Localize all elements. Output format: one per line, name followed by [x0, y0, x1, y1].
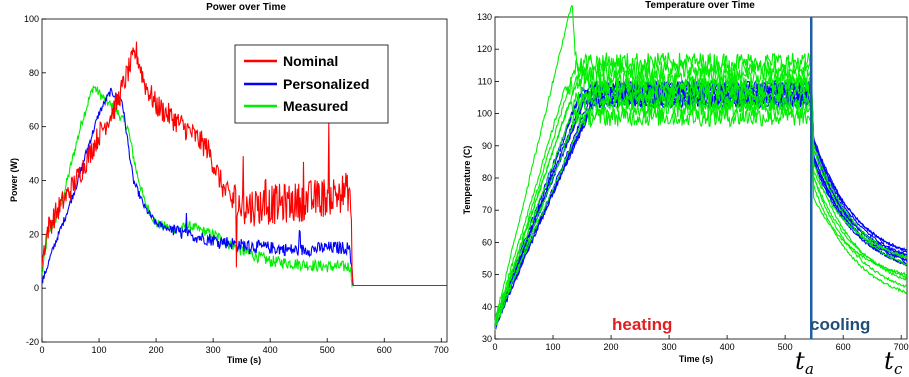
power-y-tick-label: -20	[26, 337, 39, 347]
power-y-tick-label: 40	[29, 176, 39, 186]
power-x-tick-label: 200	[149, 345, 164, 355]
power-x-tick-label: 500	[320, 345, 335, 355]
power-y-tick-label: 60	[29, 122, 39, 132]
temperature-y-tick-label: 110	[478, 76, 492, 86]
temperature-series-line	[494, 74, 907, 323]
tc-subscript: c	[894, 360, 903, 377]
cooling-annotation: cooling	[810, 315, 870, 334]
temperature-y-tick-label: 120	[477, 44, 492, 54]
power-x-tick-label: 0	[39, 345, 44, 355]
power-x-tick-label: 400	[263, 345, 278, 355]
temperature-y-ticks: 30 40 50 60 70 80 90 100 110 120 130	[477, 12, 499, 344]
temperature-x-tick-label: 100	[546, 342, 561, 352]
temperature-series-line	[494, 59, 908, 327]
temperature-chart-title: Temperature over Time	[645, 0, 755, 11]
temperature-y-tick-label: 30	[482, 334, 492, 344]
temperature-chart: Temperature over Time 30 40 50 60 70 80 90 100 1…	[462, 0, 909, 377]
ta-subscript: a	[805, 360, 814, 377]
temperature-y-tick-label: 60	[482, 237, 492, 247]
power-y-tick-label: 80	[29, 68, 39, 78]
temperature-x-tick-label: 700	[894, 342, 909, 352]
temperature-series-line	[494, 5, 908, 323]
power-legend: Nominal Personalized Measured	[234, 44, 389, 124]
temperature-y-tick-label: 100	[477, 109, 492, 119]
power-chart-title: Power over Time	[206, 2, 286, 13]
power-x-ticks: 0 100 200 300 400 500 600 700	[39, 338, 449, 355]
power-series-lines	[41, 41, 447, 288]
tc-symbol: t	[884, 347, 894, 375]
power-series-nominal	[41, 41, 447, 287]
legend-label-measured: Measured	[283, 98, 348, 114]
ta-symbol: t	[795, 347, 805, 375]
temperature-y-tick-label: 130	[477, 12, 492, 22]
temperature-y-tick-label: 40	[482, 302, 492, 312]
power-y-tick-label: 100	[24, 14, 39, 24]
power-y-tick-label: 0	[34, 283, 39, 293]
temperature-series-lines	[494, 5, 908, 331]
power-x-axis-label: Time (s)	[227, 355, 261, 365]
power-y-ticks: -20 0 20 40 60 80 100	[24, 14, 46, 347]
power-y-tick-label: 20	[29, 229, 39, 239]
temperature-series-line	[494, 82, 908, 331]
temperature-x-ticks: 0 100 200 300 400 500 600 700	[492, 335, 909, 352]
temperature-series-line	[494, 66, 907, 323]
power-x-tick-label: 100	[92, 345, 107, 355]
temperature-x-tick-label: 500	[778, 342, 793, 352]
temperature-x-axis-label: Time (s)	[679, 354, 713, 364]
temperature-y-tick-label: 90	[482, 141, 492, 151]
temperature-x-tick-label: 0	[492, 342, 497, 352]
power-y-axis-label: Power (W)	[9, 158, 19, 202]
power-x-tick-label: 700	[434, 345, 449, 355]
temperature-x-tick-label: 300	[662, 342, 677, 352]
temperature-x-tick-label: 400	[720, 342, 735, 352]
power-x-tick-label: 600	[377, 345, 392, 355]
tc-label: t c	[884, 347, 903, 377]
power-x-tick-label: 300	[206, 345, 221, 355]
temperature-series-line	[494, 106, 908, 325]
temperature-y-tick-label: 80	[482, 173, 492, 183]
legend-label-nominal: Nominal	[283, 53, 338, 69]
temperature-y-tick-label: 70	[482, 205, 492, 215]
legend-label-personalized: Personalized	[283, 76, 369, 92]
power-legend-box	[234, 44, 389, 124]
temperature-y-tick-label: 50	[482, 270, 492, 280]
ta-label: t a	[795, 347, 814, 377]
heating-annotation: heating	[612, 315, 672, 334]
temperature-y-axis-label: Temperature (C)	[462, 146, 472, 215]
temperature-x-tick-label: 600	[836, 342, 851, 352]
temperature-x-tick-label: 200	[604, 342, 619, 352]
